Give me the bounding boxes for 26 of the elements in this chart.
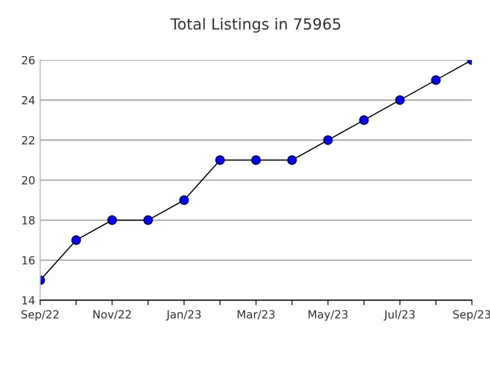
x-tick-label: Jan/23 <box>166 310 201 321</box>
x-tick-label: Sep/23 <box>453 310 490 321</box>
y-tick-label: 22 <box>22 136 34 144</box>
point <box>431 75 441 85</box>
x-tick-label: Jul/23 <box>384 310 415 321</box>
x-tick-label: Sep/22 <box>22 310 58 321</box>
x-tick-label: Mar/23 <box>238 310 275 320</box>
point <box>251 155 261 165</box>
point <box>143 215 153 226</box>
chart-title: Total Listings in 75965 <box>170 18 340 33</box>
point <box>215 155 225 165</box>
y-tick-label: 20 <box>22 176 35 184</box>
point <box>287 155 297 165</box>
y-tick-label: 24 <box>22 96 35 104</box>
x-tick-label: May/23 <box>308 310 348 321</box>
y-tick-label: 16 <box>22 256 35 265</box>
x-tick-label: Nov/22 <box>93 310 131 320</box>
point <box>71 235 82 246</box>
y-tick-label: 18 <box>22 216 35 225</box>
point <box>359 115 369 125</box>
point <box>323 135 333 145</box>
point <box>395 95 405 105</box>
point <box>179 195 189 205</box>
y-tick-label: 14 <box>22 296 35 304</box>
y-tick-label: 26 <box>22 56 35 64</box>
point <box>107 215 117 226</box>
